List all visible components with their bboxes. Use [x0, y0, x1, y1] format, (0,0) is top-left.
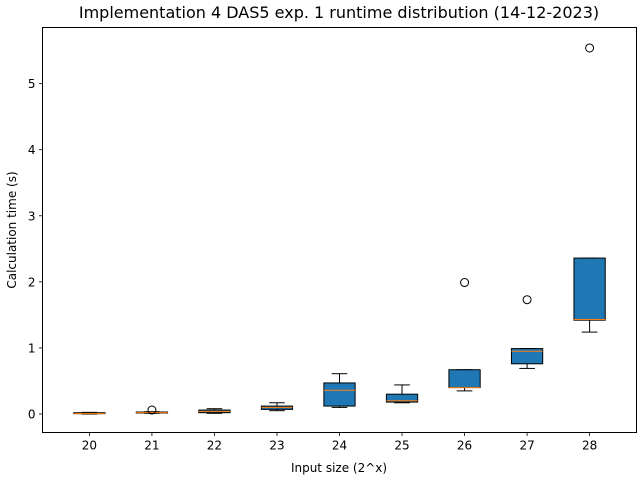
- outlier-point: [585, 43, 595, 53]
- x-tick-label: 21: [144, 439, 159, 453]
- y-tick-label: 5: [28, 77, 36, 91]
- x-tick-label: 23: [269, 439, 284, 453]
- x-tick-label: 26: [457, 439, 472, 453]
- x-tick-label: 22: [207, 439, 222, 453]
- y-tick-label: 1: [28, 341, 36, 355]
- y-tick-label: 0: [28, 408, 36, 422]
- box-iqr: [573, 257, 606, 321]
- box-iqr: [323, 382, 356, 407]
- y-tick-label: 2: [28, 275, 36, 289]
- y-tick-label: 4: [28, 143, 36, 157]
- outlier-point: [460, 278, 470, 288]
- x-axis-label: Input size (2^x): [291, 461, 387, 475]
- box-iqr: [510, 348, 544, 365]
- outlier-point: [522, 295, 532, 305]
- box-group-27: [510, 295, 544, 369]
- plot-area: [73, 43, 606, 415]
- y-axis: 0 1 2 3 4 5: [28, 77, 43, 422]
- box-iqr: [385, 393, 419, 403]
- x-axis: 20 21 22 23 24 25 26 27 28: [82, 432, 597, 453]
- box-group-25: [385, 384, 419, 404]
- box-group-26: [448, 278, 481, 392]
- box-iqr: [448, 369, 481, 389]
- x-tick-label: 27: [519, 439, 534, 453]
- x-tick-label: 20: [82, 439, 97, 453]
- box-group-24: [323, 373, 356, 408]
- x-tick-label: 25: [394, 439, 409, 453]
- box-group-23: [260, 402, 294, 412]
- x-tick-label: 24: [332, 439, 347, 453]
- box-group-28: [573, 43, 606, 333]
- y-axis-label: Calculation time (s): [5, 171, 19, 288]
- box-group-22: [198, 408, 231, 414]
- box-group-21: [135, 405, 169, 415]
- box-group-20: [73, 411, 106, 415]
- outlier-point: [147, 405, 157, 415]
- x-tick-label: 28: [582, 439, 597, 453]
- plot-frame: [42, 27, 637, 433]
- chart-title: Implementation 4 DAS5 exp. 1 runtime dis…: [79, 3, 599, 22]
- y-tick-label: 3: [28, 209, 36, 223]
